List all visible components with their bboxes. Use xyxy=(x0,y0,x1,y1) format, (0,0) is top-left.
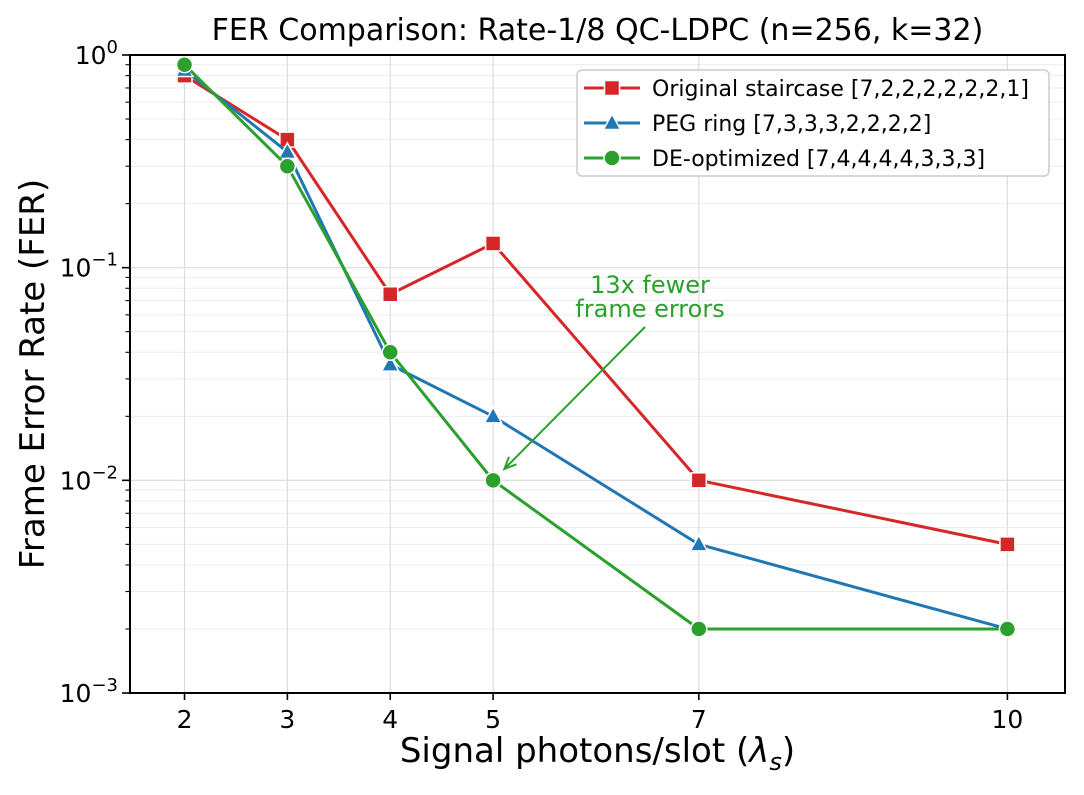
legend-sample-marker xyxy=(602,112,622,131)
annotation-text: 13x fewer xyxy=(590,271,710,299)
x-axis-label-suffix: ) xyxy=(781,731,796,771)
x-tick-label: 4 xyxy=(382,705,398,734)
series-marker-0 xyxy=(690,472,708,489)
plot-border xyxy=(129,54,1066,694)
axis-ticks: 2 3 4 5 7 10 100 10−1 10−2 10−3 xyxy=(60,37,1024,734)
series-marker-2 xyxy=(690,620,708,638)
series-2 xyxy=(175,55,1017,638)
series-marker-1 xyxy=(380,354,401,372)
legend-box xyxy=(576,69,1050,177)
series-line-0 xyxy=(183,74,1008,546)
y-tick-label: 10−3 xyxy=(60,675,118,708)
y-tick-label: 10−1 xyxy=(60,250,118,283)
series-0 xyxy=(176,67,1016,553)
chart-title: FER Comparison: Rate-1/8 QC-LDPC (n=256,… xyxy=(211,13,984,48)
annotation-text: frame errors xyxy=(575,295,724,323)
x-tick-label: 7 xyxy=(691,705,707,734)
x-tick-label: 2 xyxy=(177,705,193,734)
x-axis-label: Signal photons/slot (λs) xyxy=(130,731,1065,774)
series-marker-0 xyxy=(999,536,1016,553)
series-marker-1 xyxy=(689,533,709,552)
y-tick-label: 100 xyxy=(75,37,118,70)
lambda-subscript: s xyxy=(769,747,782,776)
series-marker-1 xyxy=(483,405,503,424)
series-marker-2 xyxy=(381,343,399,362)
annotation-arrow-head xyxy=(502,456,517,471)
series-line-1 xyxy=(183,68,1008,631)
x-tick-label: 5 xyxy=(485,705,501,734)
x-axis-label-prefix: Signal photons/slot ( xyxy=(399,731,750,771)
y-axis-label: Frame Error Rate (FER) xyxy=(13,178,53,570)
y-tick-label: 10−2 xyxy=(60,462,118,495)
annotation-arrow-shaft xyxy=(503,326,646,470)
series-marker-0 xyxy=(381,285,399,303)
series-marker-2 xyxy=(278,157,297,175)
x-tick-label: 3 xyxy=(279,705,295,734)
series-marker-2 xyxy=(175,55,194,74)
legend-label: PEG ring [7,3,3,3,2,2,2,2] xyxy=(652,112,931,137)
legend-label: DE-optimized [7,4,4,4,4,3,3,3] xyxy=(652,147,985,172)
series-line-2 xyxy=(183,63,1008,631)
legend-label: Original staircase [7,2,2,2,2,2,2,1] xyxy=(652,77,1029,102)
series-marker-2 xyxy=(484,471,502,490)
legend-sample-marker xyxy=(603,79,621,97)
legend: Original staircase [7,2,2,2,2,2,2,1] PEG … xyxy=(576,69,1050,177)
legend-sample-marker xyxy=(603,149,621,167)
series-marker-0 xyxy=(484,235,502,252)
x-tick-label: 10 xyxy=(991,705,1023,734)
series-marker-2 xyxy=(998,620,1017,638)
lambda-symbol: λ xyxy=(749,731,770,771)
